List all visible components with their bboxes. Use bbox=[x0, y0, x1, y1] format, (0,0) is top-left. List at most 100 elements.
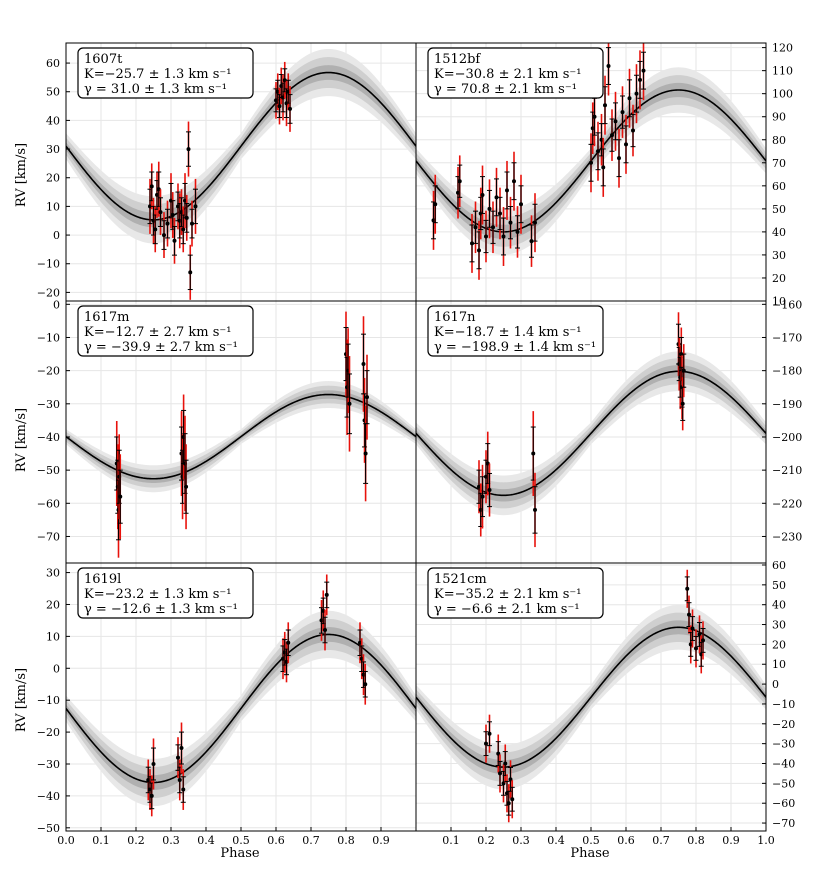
legend-line: 1619l bbox=[84, 572, 121, 587]
data-point bbox=[361, 654, 366, 696]
data-point bbox=[483, 210, 489, 263]
y-tick-label: −70 bbox=[772, 817, 795, 830]
model-curve bbox=[416, 370, 766, 497]
data-point bbox=[530, 411, 536, 497]
data-point bbox=[179, 411, 184, 497]
legend-line: 1617m bbox=[84, 310, 129, 325]
data-point bbox=[532, 193, 538, 253]
x-tick-label: 0.2 bbox=[477, 834, 495, 847]
data-point bbox=[509, 780, 515, 819]
y-tick-label: −10 bbox=[772, 698, 795, 711]
model-curve bbox=[66, 393, 416, 480]
data-point bbox=[186, 121, 191, 177]
x-tick-label: 0.0 bbox=[57, 834, 75, 847]
data-marker bbox=[690, 626, 695, 631]
panel-1521cm: −70 −60 −50 −40 −30 −20 −10 0 10 20 30 40 50 60 1521cm… bbox=[415, 559, 795, 832]
panel-1617n: −230 −220 −210 −200 −190 −180 −170 −160 1617nK=−… bbox=[415, 298, 802, 564]
plot-area bbox=[66, 311, 416, 558]
data-marker bbox=[533, 220, 537, 225]
data-marker bbox=[494, 195, 499, 200]
y-tick-label: 10 bbox=[772, 295, 786, 308]
data-marker bbox=[473, 225, 478, 230]
y-tick-label: 30 bbox=[772, 619, 786, 632]
y-tick-label: −20 bbox=[37, 726, 60, 739]
data-marker bbox=[365, 395, 369, 400]
y-tick-label: 10 bbox=[46, 200, 60, 213]
data-point bbox=[347, 356, 352, 452]
y-tick-label: 60 bbox=[46, 57, 60, 70]
legend-frame bbox=[77, 47, 254, 99]
data-marker bbox=[592, 114, 597, 119]
data-marker bbox=[181, 227, 186, 232]
data-marker bbox=[515, 229, 520, 234]
y-tick-label: 0 bbox=[53, 298, 60, 311]
data-point bbox=[690, 609, 695, 648]
data-marker bbox=[631, 128, 635, 133]
data-point bbox=[187, 244, 193, 300]
data-marker bbox=[361, 362, 366, 367]
data-point bbox=[627, 68, 632, 128]
data-marker bbox=[603, 103, 607, 108]
data-point bbox=[319, 600, 324, 641]
y-tick-label: −180 bbox=[772, 365, 802, 378]
data-point bbox=[609, 109, 615, 161]
data-marker bbox=[531, 451, 536, 456]
data-marker bbox=[687, 612, 691, 617]
data-point bbox=[183, 444, 189, 530]
data-marker bbox=[505, 188, 509, 193]
data-marker bbox=[627, 96, 632, 101]
data-point bbox=[158, 189, 163, 236]
data-marker bbox=[184, 484, 189, 489]
plot-area bbox=[66, 574, 416, 817]
y-tick-label: 50 bbox=[772, 203, 786, 216]
y-tick-label: −30 bbox=[772, 738, 795, 751]
y-tick-label: −50 bbox=[37, 464, 60, 477]
data-marker bbox=[484, 741, 488, 746]
data-point bbox=[630, 104, 636, 157]
model-curve bbox=[66, 71, 416, 221]
data-marker bbox=[529, 239, 534, 244]
data-point bbox=[490, 201, 496, 254]
data-marker bbox=[681, 368, 686, 373]
y-tick-label: −210 bbox=[772, 464, 802, 477]
y-tick-label: 30 bbox=[46, 143, 60, 156]
x-tick-label: 0.5 bbox=[232, 834, 250, 847]
legend-frame bbox=[427, 47, 604, 99]
data-marker bbox=[277, 104, 282, 109]
data-point bbox=[285, 622, 291, 664]
data-marker bbox=[118, 494, 123, 499]
data-marker bbox=[487, 731, 492, 736]
data-point bbox=[170, 192, 176, 238]
legend-line: 1521cm bbox=[434, 572, 487, 587]
data-point bbox=[181, 394, 187, 480]
data-marker bbox=[680, 401, 685, 406]
y-tick-label: 20 bbox=[46, 172, 60, 185]
data-point bbox=[497, 754, 503, 793]
x-axis-label-left: Phase bbox=[220, 846, 260, 861]
data-marker bbox=[477, 248, 481, 253]
data-point bbox=[480, 165, 485, 225]
data-marker bbox=[177, 777, 182, 782]
data-point bbox=[613, 91, 618, 151]
y-tick-label: 50 bbox=[46, 86, 60, 99]
data-marker bbox=[498, 771, 502, 776]
data-point bbox=[620, 86, 625, 138]
data-marker bbox=[149, 793, 154, 798]
y-tick-label: −20 bbox=[37, 365, 60, 378]
x-tick-label: 0.1 bbox=[92, 834, 110, 847]
legend-frame bbox=[427, 305, 604, 357]
data-point bbox=[506, 784, 512, 823]
data-marker bbox=[480, 193, 485, 198]
data-point bbox=[637, 50, 643, 110]
data-marker bbox=[433, 202, 438, 207]
data-marker bbox=[286, 640, 291, 645]
y-tick-label: 80 bbox=[772, 134, 786, 147]
x-tick-label: 0.9 bbox=[372, 834, 390, 847]
x-tick-label: 0.5 bbox=[582, 834, 600, 847]
data-marker bbox=[363, 682, 368, 687]
x-tick-label: 0.2 bbox=[127, 834, 145, 847]
